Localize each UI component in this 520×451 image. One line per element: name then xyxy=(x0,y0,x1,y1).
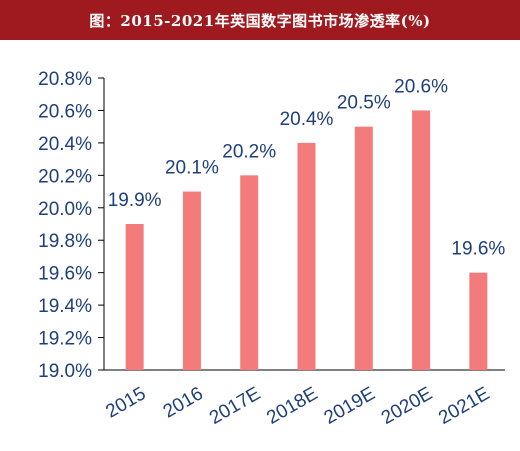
x-tick-label-2020E: 2020E xyxy=(378,383,436,429)
y-tick-label: 19.2% xyxy=(38,329,92,350)
bar-2019E xyxy=(354,126,373,371)
bar-2017E xyxy=(240,175,259,370)
y-tick-label: 20.0% xyxy=(38,199,92,220)
y-tick-label: 19.0% xyxy=(38,361,92,382)
y-tick-label: 19.8% xyxy=(38,231,92,252)
data-label-2021E: 19.6% xyxy=(451,239,505,260)
x-tick-label-2017E: 2017E xyxy=(206,383,264,429)
y-tick-label: 20.4% xyxy=(38,134,92,155)
x-tick-label-2019E: 2019E xyxy=(321,383,379,429)
x-tick-label-2018E: 2018E xyxy=(263,383,321,429)
bar-2021E xyxy=(469,272,488,370)
data-label-2017E: 20.2% xyxy=(222,141,276,162)
y-tick-label: 20.2% xyxy=(38,166,92,187)
chart-area: 19.0% 19.2% 19.4% 19.6% 19.8% 20.0% 20.2% 20.4%… xyxy=(0,40,520,446)
data-label-2018E: 20.4% xyxy=(280,109,334,130)
x-tick-label-2021E: 2021E xyxy=(435,383,493,429)
bar-2018E xyxy=(297,142,316,370)
chart-title-bar: 图：2015-2021年英国数字图书市场渗透率(%) xyxy=(0,0,520,40)
data-label-2019E: 20.5% xyxy=(337,93,391,114)
y-tick-label: 19.4% xyxy=(38,296,92,317)
data-label-2016: 20.1% xyxy=(165,158,219,179)
x-tick-label-2016: 2016 xyxy=(160,383,207,422)
bar-chart: 19.0%19.2%19.4%19.6%19.8%20.0%20.2%20.4%… xyxy=(38,69,505,429)
bar-2020E xyxy=(412,110,431,370)
x-tick-label-2015: 2015 xyxy=(102,383,149,422)
y-tick-label: 19.6% xyxy=(38,264,92,285)
y-tick-label: 20.8% xyxy=(38,69,92,90)
y-tick-label: 20.6% xyxy=(38,101,92,122)
bar-2016 xyxy=(182,191,201,370)
data-label-2015: 19.9% xyxy=(108,190,162,211)
data-label-2020E: 20.6% xyxy=(394,76,448,97)
chart-title: 图：2015-2021年英国数字图书市场渗透率(%) xyxy=(89,11,431,30)
bar-2015 xyxy=(125,224,144,370)
